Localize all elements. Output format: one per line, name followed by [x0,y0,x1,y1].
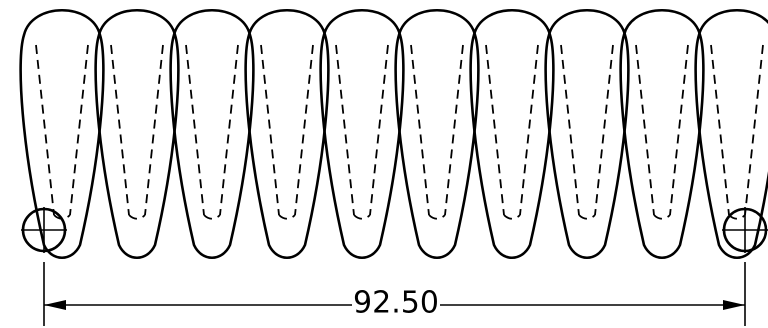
dimension: 92.50 [43,262,746,326]
spring-coils [19,8,768,260]
dimension-label: 92.50 [353,286,439,321]
end-circle-left [21,207,67,253]
end-circle-right [722,207,768,253]
